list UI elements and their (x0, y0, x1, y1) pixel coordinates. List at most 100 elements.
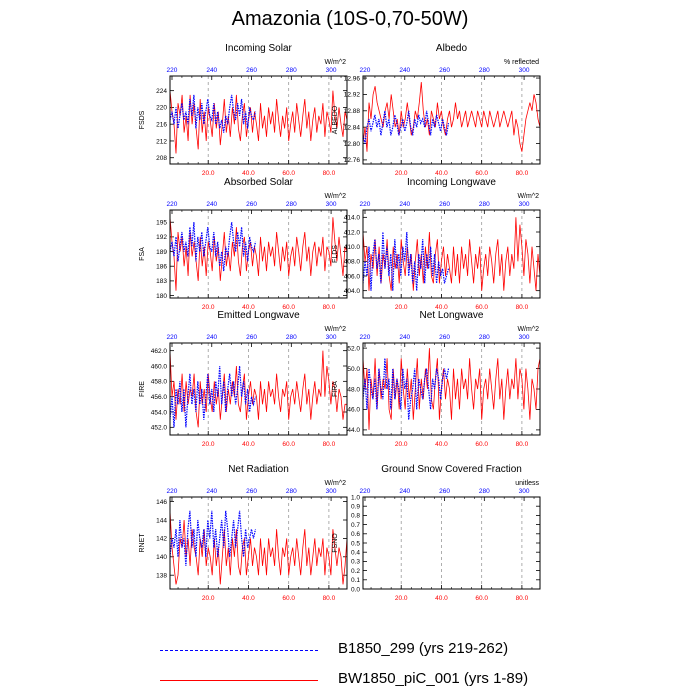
y-tick-label: 460.0 (151, 363, 168, 370)
y-tick-label: 144 (156, 517, 167, 524)
x-top-tick-label: 260 (439, 201, 450, 208)
y-tick-label: 462.0 (151, 348, 168, 355)
y-tick-label: 0.2 (351, 568, 360, 575)
y-tick-label: 142 (156, 536, 167, 543)
panel-flds: Incoming Longwave W/m^2 FLDS 20.0 40.0 60.0 80… (332, 177, 541, 311)
x-tick-label: 60.0 (282, 595, 295, 602)
y-tick-label: 48.0 (347, 386, 360, 393)
y-tick-label: 0.5 (351, 540, 360, 547)
panel-title: Emitted Longwave (217, 310, 300, 321)
x-top-tick-label: 240 (206, 334, 217, 341)
x-tick-label: 40.0 (242, 595, 255, 602)
x-top-tick-label: 260 (246, 201, 257, 208)
y-tick-label: 0.7 (351, 522, 360, 529)
x-tick-label: 80.0 (516, 304, 529, 311)
panel-fire: Emitted Longwave W/m^2 FIRE 20.0 40.0 60.0 80.… (139, 310, 348, 448)
y-tick-label: 50.0 (347, 366, 360, 373)
y-tick-label: 186 (156, 264, 167, 271)
y-tick-label: 454.0 (151, 409, 168, 416)
x-tick-label: 40.0 (242, 441, 255, 448)
x-tick-label: 20.0 (395, 304, 408, 311)
x-top-tick-label: 220 (360, 67, 371, 74)
series-line-bw1850_pic_001 (170, 90, 347, 154)
x-tick-label: 40.0 (435, 170, 448, 177)
x-tick-label: 80.0 (323, 595, 336, 602)
panel-title: Net Radiation (228, 464, 289, 475)
x-top-tick-label: 240 (399, 334, 410, 341)
y-tick-label: 195 (156, 220, 167, 227)
panel-units: W/m^2 (324, 480, 346, 487)
x-tick-label: 20.0 (395, 441, 408, 448)
x-top-tick-label: 300 (326, 488, 337, 495)
x-top-tick-label: 240 (206, 201, 217, 208)
x-tick-label: 20.0 (202, 304, 215, 311)
y-tick-label: 189 (156, 249, 167, 256)
series-line-bw1850_pic_001 (170, 510, 347, 585)
x-top-tick-label: 220 (167, 201, 178, 208)
panel-fsds: Incoming Solar W/m^2 FSDS 20.0 40.0 60.0 80.0 2… (139, 43, 348, 177)
x-tick-label: 80.0 (516, 441, 529, 448)
x-top-tick-label: 280 (286, 334, 297, 341)
x-top-tick-label: 220 (360, 201, 371, 208)
y-tick-label: 458.0 (151, 379, 168, 386)
x-top-tick-label: 300 (519, 201, 530, 208)
x-top-tick-label: 260 (439, 488, 450, 495)
series-line-b1850_299 (170, 222, 257, 272)
y-tick-label: 408.0 (344, 259, 361, 266)
y-tick-label: 0.8 (351, 513, 360, 520)
x-tick-label: 60.0 (475, 441, 488, 448)
y-tick-label: 456.0 (151, 394, 168, 401)
x-tick-label: 80.0 (516, 170, 529, 177)
x-top-tick-label: 240 (206, 67, 217, 74)
panel-title: Ground Snow Covered Fraction (381, 464, 522, 475)
x-tick-label: 20.0 (395, 170, 408, 177)
legend-entry-bw1850: BW1850_piC_001 (yrs 1-89) (160, 670, 680, 692)
y-tick-label: 52.0 (347, 345, 360, 352)
series-line-bw1850_pic_001 (170, 350, 347, 428)
panel-frame (169, 342, 348, 436)
series-line-b1850_299 (170, 365, 257, 428)
y-tick-label: 452.0 (151, 425, 168, 432)
x-tick-label: 60.0 (475, 304, 488, 311)
x-tick-label: 40.0 (435, 441, 448, 448)
x-top-tick-label: 260 (246, 67, 257, 74)
y-tick-label: 208 (156, 155, 167, 162)
x-tick-label: 40.0 (435, 304, 448, 311)
panel-units: W/m^2 (324, 326, 346, 333)
legend-label: B1850_299 (yrs 219-262) (338, 640, 509, 657)
panel-units: W/m^2 (324, 59, 346, 66)
x-top-tick-label: 300 (519, 67, 530, 74)
y-tick-label: 410.0 (344, 244, 361, 251)
x-top-tick-label: 220 (167, 334, 178, 341)
panel-title: Albedo (436, 43, 468, 54)
x-top-tick-label: 300 (519, 488, 530, 495)
y-tick-label: 12.96 (344, 75, 361, 82)
panel-fsno: Ground Snow Covered Fraction unitless FSNO… (332, 464, 541, 602)
x-top-tick-label: 220 (167, 488, 178, 495)
legend-entry-b1850: B1850_299 (yrs 219-262) (160, 640, 680, 662)
legend-sample-solid (160, 680, 318, 681)
legend-sample-dashed (160, 650, 318, 651)
series-line-bw1850_pic_001 (363, 348, 540, 430)
series-line-bw1850_pic_001 (170, 217, 347, 291)
y-tick-label: 414.0 (344, 215, 361, 222)
x-top-tick-label: 220 (360, 334, 371, 341)
x-tick-label: 80.0 (323, 170, 336, 177)
panel-frame (169, 209, 348, 299)
panel-units: W/m^2 (517, 193, 539, 200)
panel-units: unitless (515, 480, 539, 487)
x-tick-label: 60.0 (282, 170, 295, 177)
x-top-tick-label: 280 (479, 67, 490, 74)
y-tick-label: 12.80 (344, 141, 361, 148)
x-top-tick-label: 260 (246, 488, 257, 495)
y-axis-label: ALBEDO (332, 105, 339, 134)
y-tick-label: 140 (156, 554, 167, 561)
panel-frame (362, 209, 541, 299)
y-tick-label: 0.4 (351, 550, 360, 557)
x-top-tick-label: 240 (399, 201, 410, 208)
x-tick-label: 60.0 (282, 304, 295, 311)
y-tick-label: 220 (156, 105, 167, 112)
x-tick-label: 20.0 (395, 595, 408, 602)
panel-units: W/m^2 (324, 193, 346, 200)
x-top-tick-label: 240 (399, 488, 410, 495)
